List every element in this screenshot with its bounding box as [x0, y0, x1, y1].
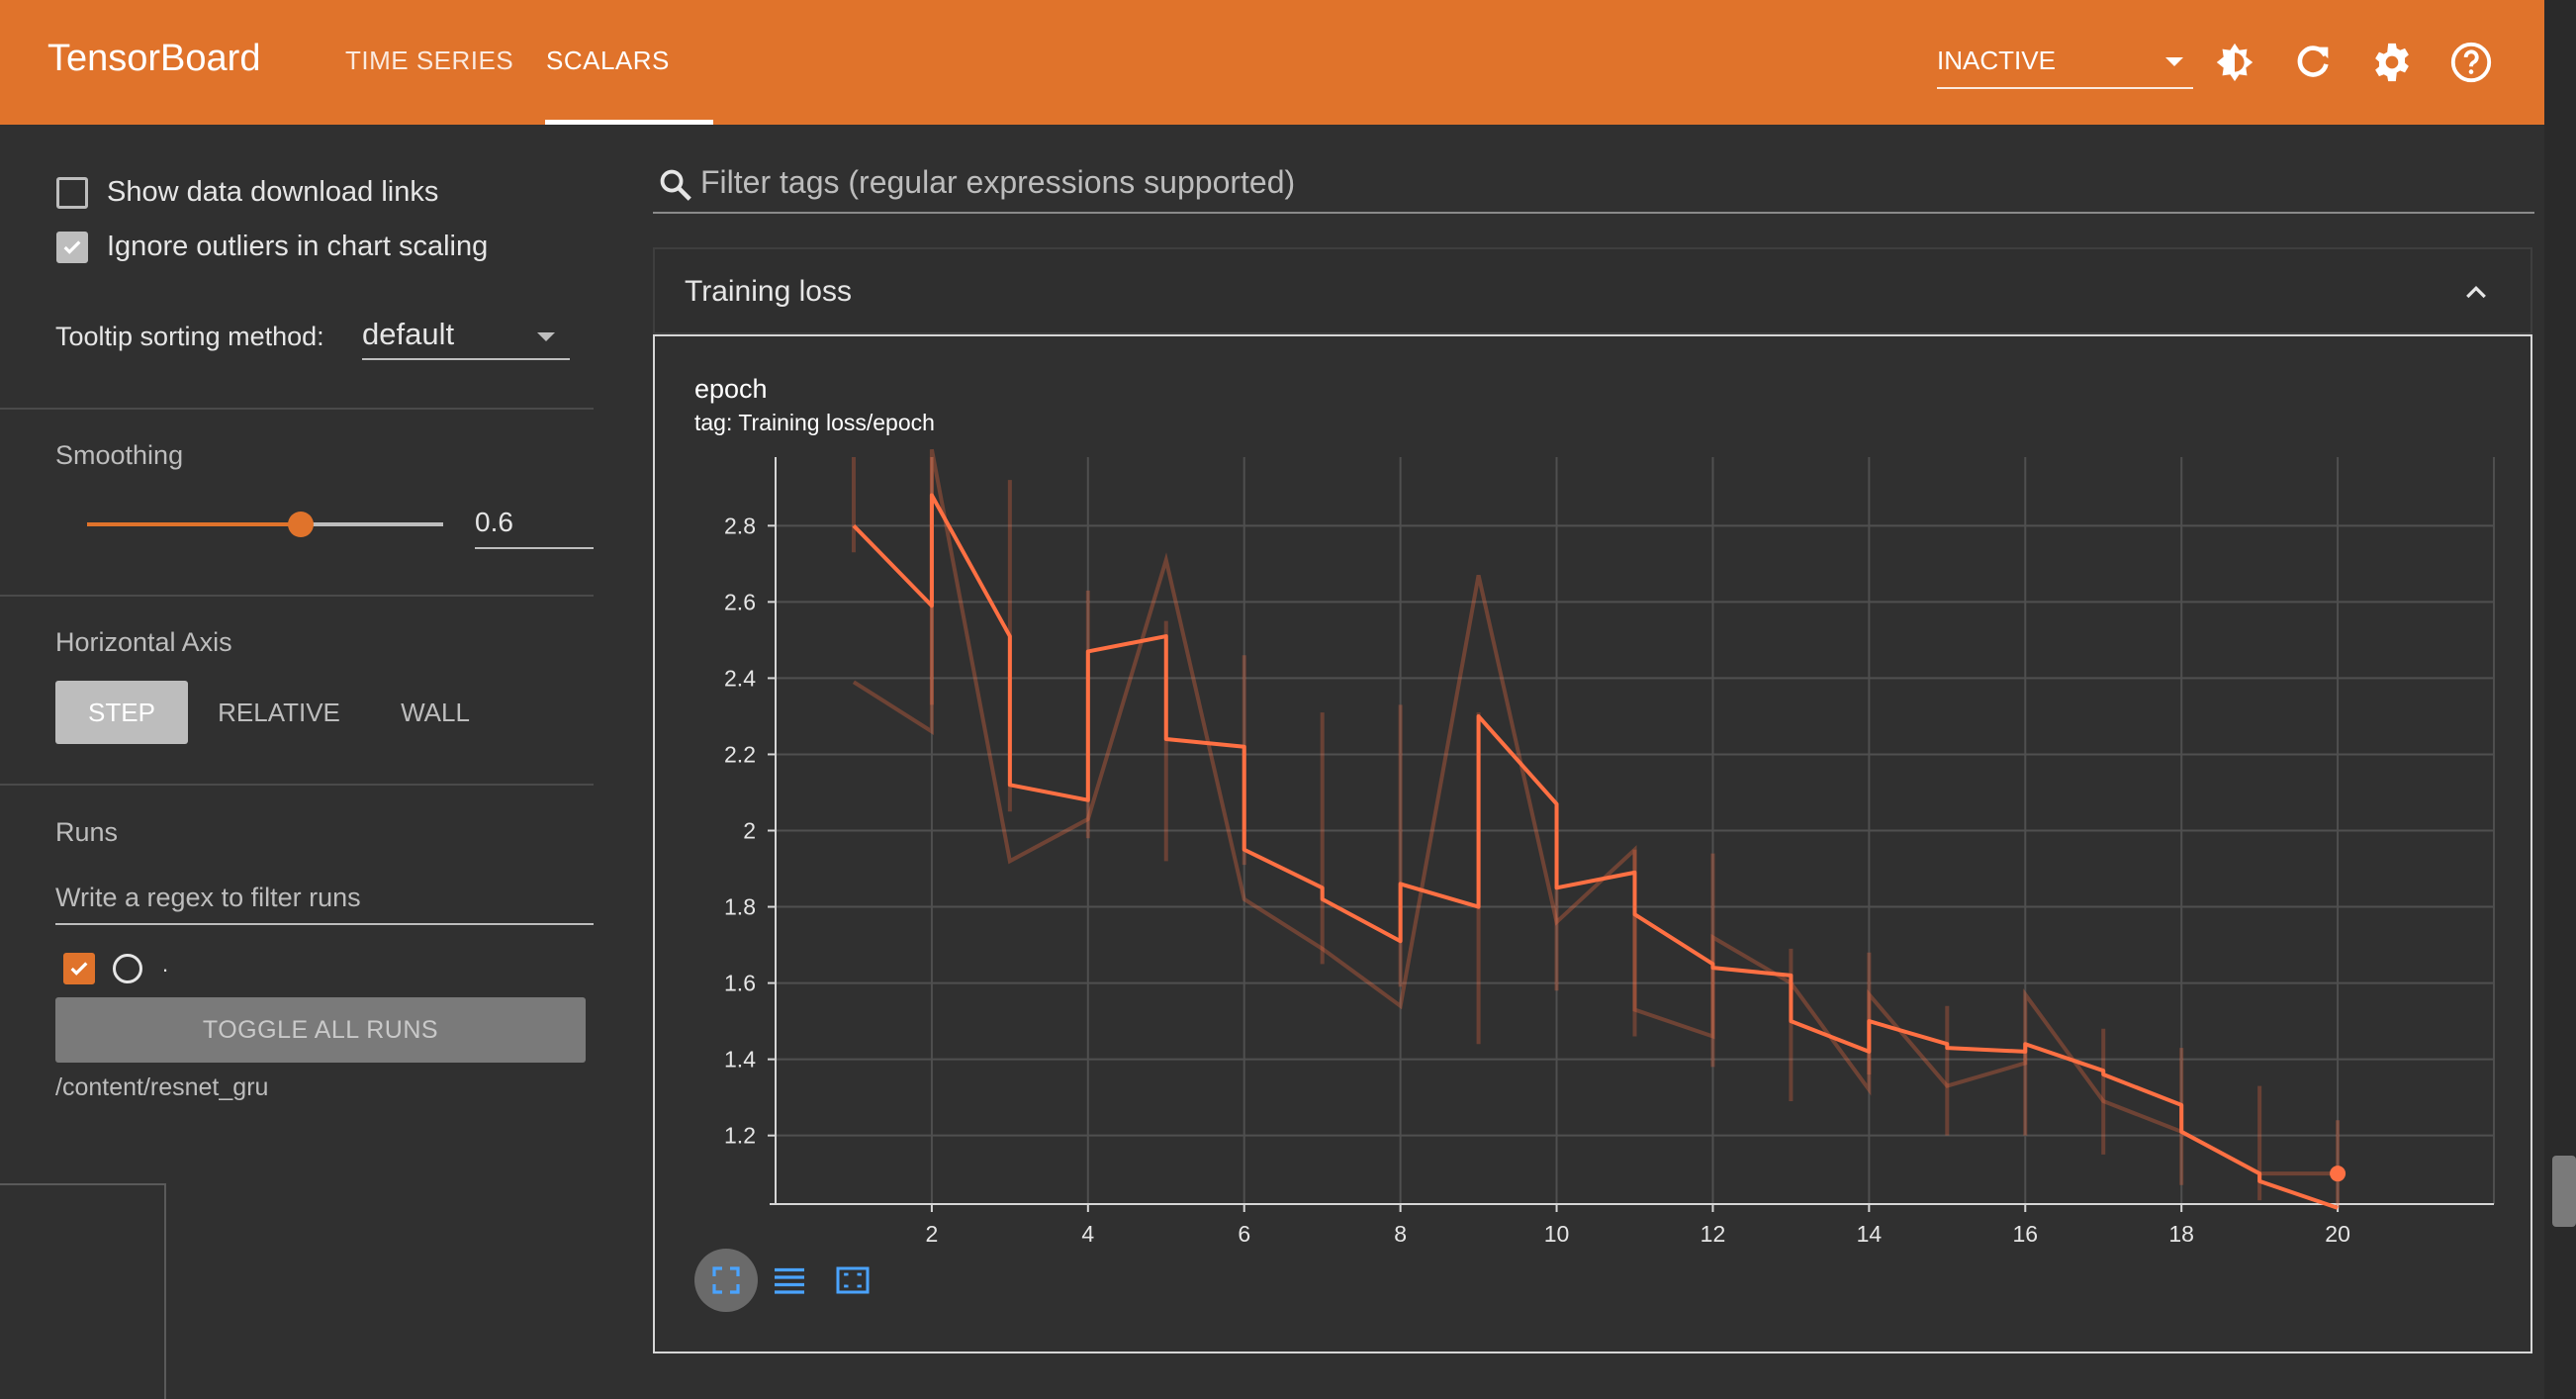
tab-time-series[interactable]: TIME SERIES: [345, 46, 514, 75]
y-tick-label: 1.4: [724, 1047, 756, 1073]
sidebar: [0, 125, 594, 1399]
axis-relative-button[interactable]: RELATIVE: [218, 698, 340, 727]
fit-to-data-icon: [836, 1266, 870, 1294]
scalar-chart-card: [653, 334, 2532, 1353]
sidebar-divider: [0, 595, 594, 597]
raw-series-line: [852, 448, 2339, 1176]
checkmark-icon: [63, 240, 81, 254]
category-title: Training loss: [685, 275, 852, 308]
sidebar-divider: [0, 408, 594, 410]
chevron-up-icon[interactable]: [2461, 277, 2491, 307]
current-point-marker: [2330, 1166, 2346, 1182]
y-tick-label: 2.6: [724, 589, 756, 614]
chevron-down-icon[interactable]: [537, 332, 555, 341]
log-scale-toggle-button[interactable]: [758, 1249, 821, 1312]
axis-wall-button[interactable]: WALL: [401, 698, 470, 727]
chevron-down-icon: [2165, 57, 2183, 66]
y-tick-label: 1.2: [724, 1123, 756, 1149]
status-select-value: INACTIVE: [1937, 46, 2056, 75]
y-tick-label: 2.4: [724, 665, 756, 691]
x-tick-label: 4: [1081, 1221, 1094, 1247]
x-tick-label: 14: [1857, 1221, 1883, 1247]
chart-title: epoch: [694, 374, 768, 404]
checkmark-icon: [70, 962, 88, 976]
x-tick-label: 2: [926, 1221, 939, 1247]
y-tick-label: 2: [743, 818, 756, 844]
x-tick-label: 10: [1544, 1221, 1570, 1247]
show-download-links-label: Show data download links: [107, 176, 439, 208]
settings-gear-icon[interactable]: [2369, 40, 2415, 85]
sidebar-divider: [0, 784, 594, 786]
tag-filter[interactable]: Filter tags (regular expressions support…: [653, 158, 2534, 214]
x-tick-label: 12: [1701, 1221, 1726, 1247]
axis-step-button[interactable]: STEP: [55, 681, 188, 744]
logdir-path: /content/resnet_gru: [55, 1073, 269, 1101]
fit-domain-button[interactable]: [821, 1249, 884, 1312]
tooltip-sorting-select[interactable]: default: [362, 317, 455, 351]
ignore-outliers-checkbox[interactable]: [56, 232, 88, 263]
run-checkbox[interactable]: [63, 953, 95, 984]
tooltip-select-underline: [362, 358, 570, 360]
line-chart[interactable]: 2 4 6 8 10 12 14 16 18 20 1.2 1.4 1.6 1.8 2 2.2 2.4 2.6 2.…: [692, 435, 2513, 1257]
run-name: .: [162, 952, 169, 977]
reload-status-select[interactable]: INACTIVE: [1937, 42, 2193, 89]
app-brand: TensorBoard: [47, 38, 261, 79]
tab-scalars[interactable]: SCALARS: [546, 46, 670, 75]
run-filter-input[interactable]: Write a regex to filter runs: [55, 883, 361, 912]
sidebar-resize-panel: [0, 1183, 166, 1399]
active-tab-indicator: [545, 120, 713, 125]
runs-label: Runs: [55, 817, 119, 847]
top-app-bar: TensorBoard TIME SERIES SCALARS INACTIVE: [0, 0, 2544, 125]
fullscreen-icon: [712, 1266, 740, 1294]
x-tick-label: 18: [2168, 1221, 2194, 1247]
run-filter-underline: [55, 923, 594, 925]
refresh-icon[interactable]: [2290, 40, 2336, 85]
search-icon: [660, 169, 691, 201]
x-tick-label: 6: [1238, 1221, 1250, 1247]
smoothed-series-line: [852, 493, 2339, 1210]
y-tick-label: 1.6: [724, 971, 756, 996]
x-tick-label: 8: [1394, 1221, 1407, 1247]
y-tick-label: 2.2: [724, 741, 756, 767]
y-tick-label: 1.8: [724, 894, 756, 920]
x-tick-label: 20: [2325, 1221, 2350, 1247]
page-scrollbar-thumb[interactable]: [2552, 1156, 2576, 1227]
tag-filter-input[interactable]: Filter tags (regular expressions support…: [700, 164, 1296, 200]
list-lines-icon: [775, 1267, 804, 1294]
tooltip-sorting-label: Tooltip sorting method:: [55, 322, 324, 351]
smoothing-slider-thumb[interactable]: [288, 512, 314, 537]
fullscreen-toggle-button[interactable]: [694, 1249, 758, 1312]
y-tick-label: 2.8: [724, 513, 756, 538]
smoothing-value-input[interactable]: 0.6: [475, 507, 513, 537]
horizontal-axis-label: Horizontal Axis: [55, 627, 232, 657]
chart-subtitle: tag: Training loss/epoch: [694, 410, 935, 435]
toggle-all-runs-button[interactable]: TOGGLE ALL RUNS: [55, 997, 586, 1063]
ignore-outliers-label: Ignore outliers in chart scaling: [107, 231, 489, 262]
help-icon[interactable]: [2448, 40, 2494, 85]
run-color-indicator[interactable]: [113, 954, 142, 983]
smoothing-slider-fill: [87, 522, 301, 526]
smoothing-label: Smoothing: [55, 440, 184, 470]
show-download-links-checkbox[interactable]: [56, 177, 88, 209]
brightness-icon[interactable]: [2212, 40, 2257, 85]
category-header-training-loss[interactable]: Training loss: [653, 247, 2532, 334]
smoothing-input-underline: [475, 547, 594, 549]
x-tick-label: 16: [2012, 1221, 2038, 1247]
